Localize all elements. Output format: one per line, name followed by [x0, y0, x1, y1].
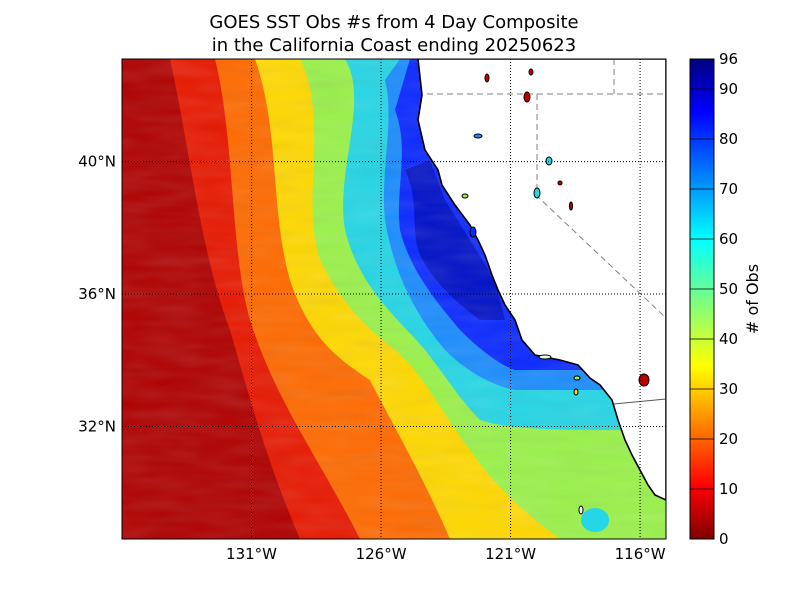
colorbar-ticks: 0 10 20 30 40 50 60 70 80 90 96	[690, 50, 738, 548]
map-area	[122, 59, 666, 539]
lake-tahoe	[533, 187, 541, 199]
land-mass	[417, 59, 666, 501]
y-tick-label: 40°N	[78, 153, 116, 171]
colorbar-tick-label: 0	[719, 530, 729, 548]
map-frame	[121, 58, 667, 540]
x-tick-label: 131°W	[226, 545, 277, 563]
colorbar-tick-label: 96	[719, 50, 738, 68]
colorbar-tick-label: 80	[719, 130, 738, 148]
salton-sea	[638, 373, 650, 387]
colorbar-tick-label: 60	[719, 230, 738, 248]
coastal-patch	[581, 508, 609, 532]
colorbar-tick-label: 10	[719, 480, 738, 498]
colorbar-tick-label: 90	[719, 80, 738, 98]
colorbar-tick-label: 70	[719, 180, 738, 198]
lake	[557, 180, 563, 186]
lake	[545, 156, 553, 166]
x-tick-label: 116°W	[615, 545, 666, 563]
y-tick-label: 36°N	[78, 285, 116, 303]
island	[538, 354, 552, 360]
colorbar-tick-label: 30	[719, 380, 738, 398]
lake	[484, 73, 490, 83]
lake	[523, 91, 531, 103]
y-tick-label: 32°N	[78, 417, 116, 435]
colorbar-label: # of Obs	[743, 264, 762, 334]
lake	[569, 201, 573, 211]
x-tick-label: 121°W	[485, 545, 536, 563]
colorbar-tick-label: 20	[719, 430, 738, 448]
colorbar-tick-label: 50	[719, 280, 738, 298]
x-tick-labels: 131°W 126°W 121°W 116°W	[226, 545, 666, 563]
lake	[473, 133, 483, 139]
lake	[528, 68, 534, 76]
island	[578, 505, 584, 515]
lake	[461, 193, 469, 199]
island	[573, 375, 581, 381]
colorbar-tick-label: 40	[719, 330, 738, 348]
san-francisco-bay	[469, 226, 477, 238]
y-tick-labels: 32°N 36°N 40°N	[78, 153, 116, 436]
gridlines	[122, 59, 666, 539]
chart-title-line-1: GOES SST Obs #s from 4 Day Composite	[209, 12, 579, 33]
colorbar	[689, 58, 715, 540]
chart-title-line-2: in the California Coast ending 20250623	[211, 35, 577, 56]
x-tick-label: 126°W	[356, 545, 407, 563]
island	[573, 388, 579, 396]
